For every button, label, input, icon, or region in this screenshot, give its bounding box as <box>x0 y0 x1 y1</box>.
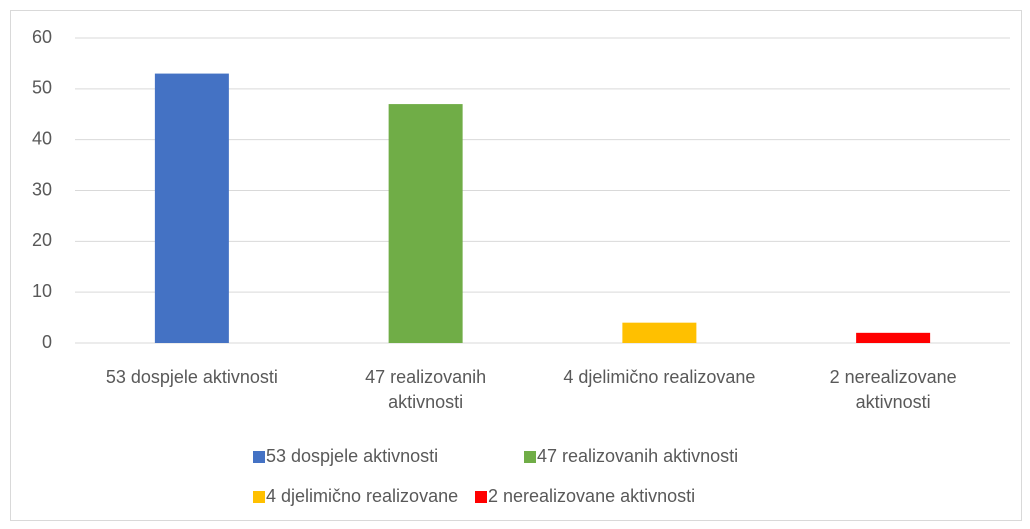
y-tick-label: 40 <box>32 128 52 148</box>
y-tick-label: 30 <box>32 179 52 199</box>
legend-label: 2 nerealizovane aktivnosti <box>488 486 695 506</box>
bar <box>388 104 463 343</box>
legend-label: 47 realizovanih aktivnosti <box>537 446 738 466</box>
x-tick-label: 4 djelimično realizovane <box>563 367 755 387</box>
legend-swatch <box>253 451 265 463</box>
y-tick-label: 50 <box>32 78 52 98</box>
legend-label: 4 djelimično realizovane <box>266 486 458 506</box>
bar <box>856 332 931 343</box>
y-tick-label: 60 <box>32 27 52 47</box>
legend-swatch <box>524 451 536 463</box>
legend-label: 53 dospjele aktivnosti <box>266 446 438 466</box>
bar <box>154 73 229 343</box>
y-tick-label: 10 <box>32 281 52 301</box>
y-tick-label: 20 <box>32 230 52 250</box>
x-tick-label: 2 nerealizovane aktivnosti <box>830 367 957 412</box>
y-tick-label: 0 <box>42 332 52 352</box>
x-tick-label: 53 dospjele aktivnosti <box>106 367 278 387</box>
bar <box>622 322 697 343</box>
legend-swatch <box>253 491 265 503</box>
x-tick-label: 47 realizovanih aktivnosti <box>365 367 486 412</box>
legend-swatch <box>475 491 487 503</box>
